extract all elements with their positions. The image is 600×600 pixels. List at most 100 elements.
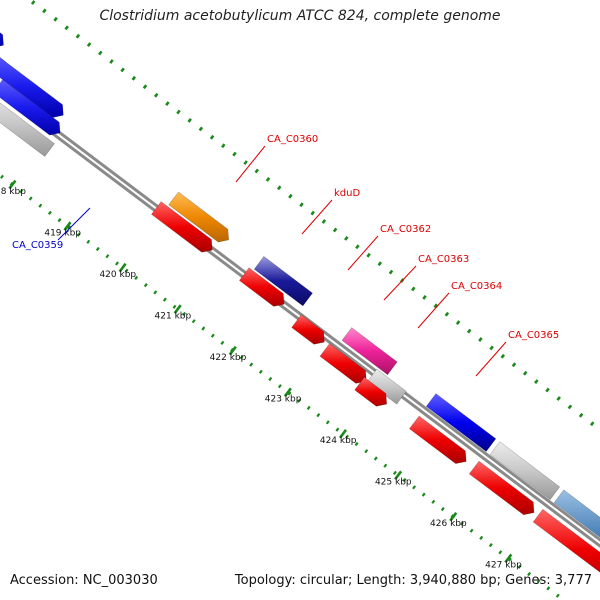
gene-label-kdud[interactable]: kduD — [334, 188, 360, 199]
outer-tick-dot — [254, 168, 260, 174]
outer-tick-dot — [243, 160, 248, 165]
scale-tick-dot — [67, 225, 72, 230]
gene-label-ca-c0365[interactable]: CA_C0365 — [508, 330, 559, 341]
outer-tick-dot — [131, 75, 137, 81]
kbp-major-tick — [394, 470, 403, 481]
outer-tick-dot — [198, 126, 204, 132]
gene-feature[interactable] — [553, 489, 600, 572]
outer-tick-dot — [388, 269, 394, 275]
reverse-gene-arrow[interactable] — [291, 314, 325, 345]
scale-tick-dot — [95, 246, 100, 252]
scale-tick-dot — [316, 413, 321, 418]
outer-tick-dot — [377, 261, 383, 267]
forward-gene-arrow[interactable] — [0, 55, 64, 118]
outer-tick-dot — [522, 370, 528, 376]
forward-gene-arrow[interactable] — [0, 0, 4, 47]
gene-label-ca-c0363[interactable]: CA_C0363 — [418, 254, 469, 265]
scale-tick-dot — [191, 319, 196, 324]
label-leader-line — [347, 235, 379, 271]
gene-label-ca-c0362[interactable]: CA_C0362 — [380, 224, 431, 235]
outer-tick-dot — [500, 353, 506, 359]
outer-tick-dot — [165, 101, 170, 106]
reverse-gene-arrow[interactable] — [532, 508, 600, 590]
scale-tick-dot — [47, 210, 52, 215]
gene-kduD[interactable] — [253, 255, 313, 307]
scale-tick-dot — [105, 254, 110, 259]
kbp-tick-label: 418 kbp — [0, 187, 26, 197]
scale-tick-dot — [373, 456, 378, 461]
scale-tick-dot — [421, 492, 426, 497]
outer-tick-dot — [455, 320, 461, 325]
kbp-tick-label: 425 kbp — [375, 478, 412, 488]
kbp-tick-label: 422 kbp — [210, 353, 247, 363]
scale-tick-dot — [392, 470, 397, 475]
reverse-gene-arrow[interactable] — [408, 415, 467, 464]
scale-tick-dot — [28, 196, 33, 201]
outer-tick-dot — [422, 295, 427, 300]
outer-tick-dot — [142, 84, 148, 90]
accession-label: Accession: NC_003030 — [10, 573, 158, 588]
scale-tick-dot — [527, 571, 532, 577]
scale-tick-dot — [220, 340, 225, 345]
scale-tick-dot — [460, 521, 464, 526]
kbp-major-tick — [283, 387, 292, 398]
gene-CA_C0363[interactable] — [341, 327, 398, 376]
scale-tick-dot — [249, 362, 254, 367]
scale-tick-dot — [162, 297, 167, 302]
scale-tick-dot — [153, 290, 158, 295]
scale-tick-dot — [364, 449, 369, 454]
outer-tick-dot — [98, 50, 103, 56]
outer-tick-dot — [120, 67, 125, 73]
kbp-tick-label: 423 kbp — [265, 395, 302, 405]
outer-tick-dot — [75, 33, 81, 39]
scale-tick-dot — [76, 232, 81, 237]
gene-CA_C0365[interactable] — [425, 393, 497, 452]
outer-tick-dot — [489, 345, 494, 351]
gene-label-ca-c0359[interactable]: CA_C0359 — [12, 240, 63, 251]
kbp-major-tick — [63, 221, 72, 231]
kbp-tick-label: 427 kbp — [485, 561, 522, 571]
gene-label-ca-c0360[interactable]: CA_C0360 — [267, 134, 318, 145]
scale-tick-dot — [306, 405, 311, 410]
reverse-gene-arrow[interactable] — [151, 201, 213, 253]
scale-tick-dot — [86, 239, 91, 244]
genome-summary: Topology: circular; Length: 3,940,880 bp… — [234, 573, 592, 588]
outer-tick-dot — [589, 421, 595, 427]
outer-tick-dot — [578, 412, 584, 418]
scale-tick-dot — [268, 376, 273, 382]
kbp-tick-label: 420 kbp — [99, 270, 136, 280]
scale-tick-dot — [469, 528, 474, 533]
scale-tick-dot — [345, 434, 349, 439]
outer-tick-dot — [466, 328, 472, 334]
gene-CA_C0360[interactable] — [168, 191, 230, 243]
scale-tick-dot — [325, 420, 330, 425]
reverse-gene-arrow[interactable] — [468, 460, 535, 516]
scale-tick-dot — [143, 283, 148, 288]
outer-tick-dot — [310, 210, 315, 216]
gene-feature[interactable] — [489, 441, 561, 501]
outer-tick-dot — [433, 303, 438, 309]
scale-tick-dot — [555, 593, 560, 598]
scale-tick-dot — [402, 478, 407, 483]
gene-CA_C0364[interactable] — [366, 368, 407, 405]
reverse-gene-arrow[interactable] — [238, 267, 285, 307]
scale-tick-dot — [507, 557, 512, 562]
forward-gene-arrow[interactable] — [0, 79, 61, 136]
outer-tick-dot — [366, 252, 371, 258]
kbp-major-tick — [449, 512, 458, 522]
outer-tick-dot — [545, 387, 550, 393]
outer-tick-dot — [511, 362, 517, 368]
outer-tick-dot — [344, 236, 349, 241]
backbone-line — [0, 85, 600, 542]
gene-label-ca-c0364[interactable]: CA_C0364 — [451, 281, 502, 292]
genome-backbone — [0, 85, 600, 548]
gene-feature[interactable] — [0, 90, 55, 157]
scale-tick-dot — [115, 261, 119, 266]
scale-tick-dot — [440, 506, 445, 512]
outer-tick-dot — [299, 202, 304, 208]
outer-tick-dot — [567, 404, 573, 410]
outer-tick-dot — [221, 143, 226, 149]
reverse-gene-arrow[interactable] — [354, 376, 388, 407]
